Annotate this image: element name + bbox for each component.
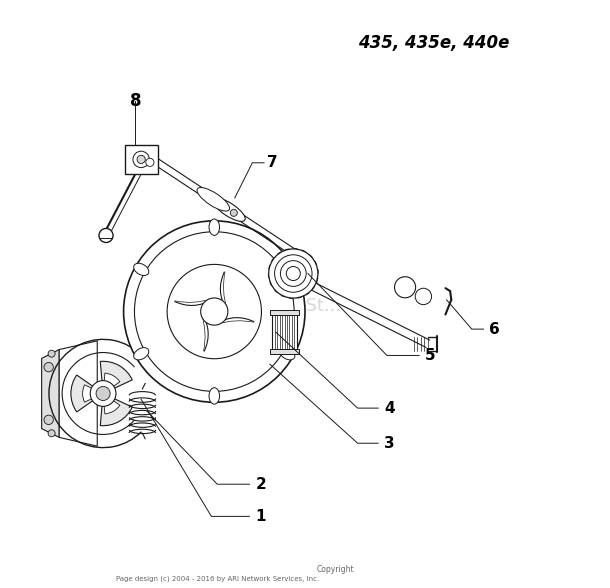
Bar: [270, 349, 299, 354]
Circle shape: [44, 415, 53, 425]
Circle shape: [48, 430, 55, 437]
Text: ARI PartSt...: ARI PartSt...: [234, 297, 341, 315]
Polygon shape: [41, 350, 59, 437]
Circle shape: [281, 260, 306, 286]
Circle shape: [286, 266, 300, 280]
Text: 7: 7: [267, 155, 278, 171]
Circle shape: [124, 221, 305, 402]
Text: 6: 6: [489, 322, 500, 336]
Text: 435, 435e, 440e: 435, 435e, 440e: [358, 34, 509, 52]
Wedge shape: [103, 373, 120, 393]
Circle shape: [274, 255, 312, 292]
Wedge shape: [82, 385, 103, 402]
Polygon shape: [59, 341, 97, 446]
Bar: [272, 313, 297, 351]
Text: Copyright: Copyright: [317, 564, 354, 574]
Circle shape: [269, 249, 318, 298]
Text: Page design (c) 2004 - 2016 by ARI Network Services, Inc.: Page design (c) 2004 - 2016 by ARI Netwo…: [115, 576, 319, 582]
Circle shape: [201, 298, 228, 325]
Circle shape: [137, 155, 145, 163]
Circle shape: [146, 158, 154, 166]
Ellipse shape: [280, 348, 295, 360]
Circle shape: [48, 350, 55, 357]
Text: 8: 8: [129, 92, 141, 110]
Circle shape: [134, 232, 294, 392]
Ellipse shape: [209, 387, 220, 404]
Ellipse shape: [280, 263, 295, 276]
Text: 2: 2: [255, 477, 266, 492]
Circle shape: [415, 288, 432, 305]
Circle shape: [167, 265, 262, 359]
FancyBboxPatch shape: [125, 145, 157, 174]
Circle shape: [395, 277, 415, 298]
Circle shape: [231, 209, 237, 216]
Ellipse shape: [134, 263, 149, 276]
Circle shape: [44, 362, 53, 372]
Circle shape: [96, 386, 110, 400]
Ellipse shape: [197, 188, 229, 211]
Ellipse shape: [209, 219, 220, 235]
Wedge shape: [71, 375, 103, 412]
Ellipse shape: [134, 348, 149, 360]
Wedge shape: [100, 361, 132, 393]
Wedge shape: [100, 393, 132, 426]
Ellipse shape: [213, 198, 245, 222]
Text: 1: 1: [255, 509, 266, 524]
Text: 5: 5: [425, 348, 436, 363]
Text: 3: 3: [384, 436, 395, 451]
Bar: [270, 310, 299, 315]
Wedge shape: [103, 393, 120, 414]
Circle shape: [99, 229, 113, 242]
Circle shape: [90, 380, 116, 406]
Circle shape: [133, 151, 149, 168]
Text: 4: 4: [384, 400, 395, 416]
